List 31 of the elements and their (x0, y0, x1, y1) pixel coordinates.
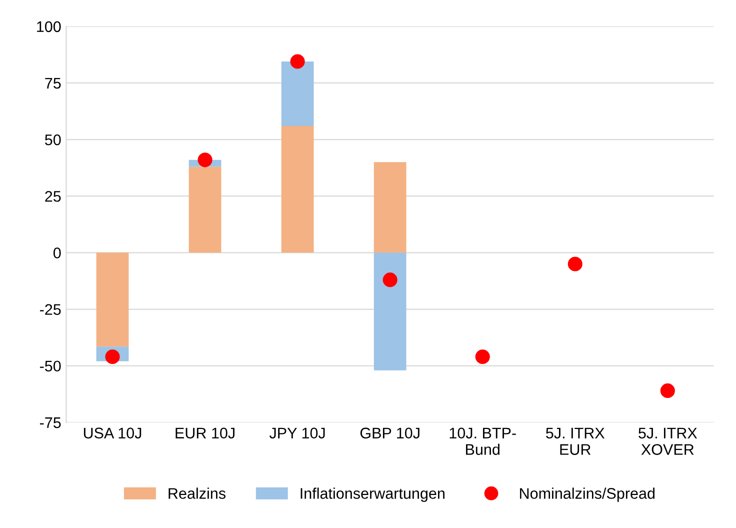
point (660, 383, 675, 398)
x-tick-label: USA 10J (84, 428, 142, 438)
bar (374, 162, 406, 253)
legend-label: Inflationserwartungen (300, 488, 444, 502)
bar (374, 252, 406, 370)
legend-label: Nominalzins/Spread (520, 488, 655, 502)
x-tick-label: 10J. BTP- Bund (450, 428, 516, 455)
point (198, 152, 212, 168)
y-tick-label: -75 (40, 417, 61, 428)
x-tick-label: JPY 10J (269, 428, 325, 438)
point (568, 256, 582, 272)
y-tick-label: -50 (40, 360, 61, 372)
point (290, 54, 305, 69)
x-tick-label: 5J. ITRX EUR (546, 428, 605, 455)
bar (188, 166, 222, 253)
y-tick-label: 100 (37, 21, 61, 32)
bar (281, 61, 314, 126)
point (105, 349, 120, 364)
x-tick-label: 5J. ITRX XOVER (638, 428, 698, 455)
x-tick-label: GBP 10J (360, 428, 420, 438)
point (475, 349, 490, 364)
y-tick-label: 75 (45, 78, 61, 89)
y-tick-label: -25 (40, 304, 61, 315)
point (382, 272, 398, 288)
y-tick-label: 0 (53, 248, 61, 258)
x-tick-label: EUR 10J (176, 428, 234, 438)
legend-label: Realzins (168, 488, 226, 499)
bar (281, 126, 314, 253)
bar (96, 252, 129, 347)
y-tick-label: 50 (45, 134, 61, 146)
y-tick-label: 25 (45, 190, 61, 202)
